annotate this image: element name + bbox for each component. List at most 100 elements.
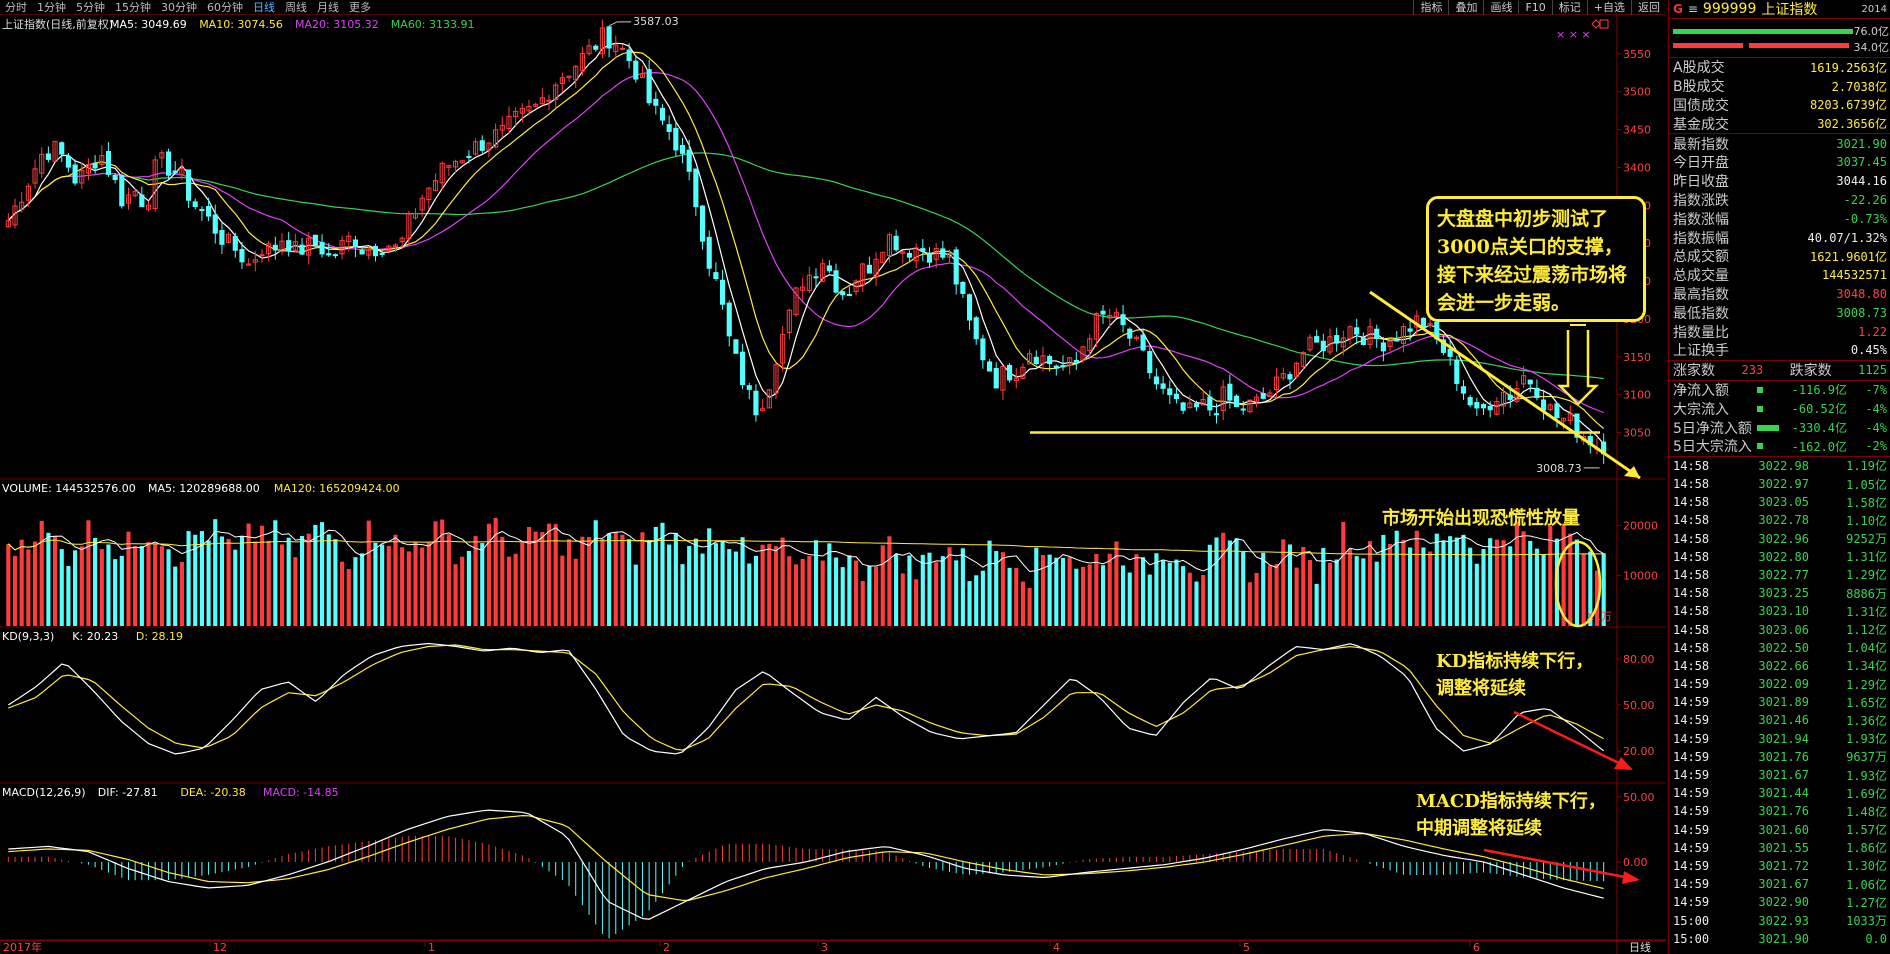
candle-body bbox=[1314, 336, 1320, 343]
period-tab[interactable]: 分时 bbox=[5, 1, 27, 14]
tick-time: 14:58 bbox=[1673, 586, 1710, 601]
diamond-icon bbox=[1591, 19, 1601, 29]
macd-note-line: MACD指标持续下行， bbox=[1416, 791, 1606, 812]
volume-bar bbox=[1494, 539, 1499, 626]
volume-ma120-line bbox=[7, 539, 1604, 556]
candle-body bbox=[172, 170, 178, 174]
period-tab[interactable]: 月线 bbox=[317, 1, 339, 14]
g-icon[interactable]: G bbox=[1673, 2, 1683, 16]
turnover-row-value: 2.7038亿 bbox=[1831, 79, 1887, 94]
volume-bar bbox=[1361, 558, 1366, 626]
tick-row: 14:58 3022.50 1.04亿 bbox=[1669, 639, 1890, 657]
callout-note: 大盘盘中初步测试了 3000点关口的支撑， 接下来经过震荡市场将 会进一步走弱。 bbox=[1426, 196, 1646, 322]
volume-bar bbox=[940, 556, 945, 626]
candle-body bbox=[926, 252, 933, 263]
candle-body bbox=[1067, 357, 1073, 366]
period-tab[interactable]: 1分钟 bbox=[37, 1, 66, 14]
candle-body bbox=[199, 209, 205, 212]
volume-bar bbox=[12, 555, 18, 626]
tick-row: 14:58 3023.06 1.12亿 bbox=[1669, 620, 1890, 638]
candle-body bbox=[132, 190, 138, 197]
volume-bar bbox=[1241, 551, 1246, 626]
candle-body bbox=[1087, 338, 1093, 351]
volume-bar bbox=[546, 523, 552, 626]
volume-bar bbox=[1408, 547, 1413, 626]
volume-bar bbox=[760, 544, 765, 626]
buy-bar-value: 76.0亿 bbox=[1853, 25, 1890, 38]
volume-bar bbox=[26, 549, 31, 626]
tick-time: 14:59 bbox=[1673, 786, 1710, 801]
volume-bar bbox=[653, 526, 658, 626]
toolbar-button[interactable]: F10 bbox=[1518, 0, 1551, 14]
volume-bar bbox=[406, 551, 411, 626]
tick-row: 14:58 3023.10 1.31亿 bbox=[1669, 602, 1890, 620]
candle-body bbox=[386, 245, 392, 252]
volume-bar bbox=[199, 531, 204, 626]
volume-bar bbox=[360, 553, 365, 626]
quote-row: 指数量比 1.22 bbox=[1669, 322, 1890, 341]
volume-bar bbox=[647, 540, 652, 626]
volume-bar bbox=[1561, 524, 1566, 626]
candle-body bbox=[1520, 375, 1527, 385]
tick-amount: 1.27亿 bbox=[1846, 895, 1887, 910]
volume-bar bbox=[1448, 536, 1453, 626]
tick-row: 14:59 3021.72 1.30亿 bbox=[1669, 857, 1890, 875]
quote-row-value: 0.45% bbox=[1850, 343, 1887, 358]
candle-body bbox=[226, 233, 232, 243]
candle-body bbox=[1574, 413, 1580, 438]
tick-time: 14:59 bbox=[1673, 822, 1710, 837]
volume-bar bbox=[747, 563, 752, 626]
volume-bar bbox=[1508, 546, 1513, 626]
volume-bar bbox=[1528, 540, 1533, 626]
period-tab[interactable]: 15分钟 bbox=[115, 1, 151, 14]
candle-body bbox=[1033, 356, 1039, 365]
volume-bar bbox=[560, 555, 565, 626]
period-tab[interactable]: 30分钟 bbox=[161, 1, 197, 14]
volume-bar bbox=[52, 536, 58, 626]
toolbar-button[interactable]: 指标 bbox=[1413, 0, 1448, 15]
tick-row: 15:00 3022.93 1033万 bbox=[1669, 911, 1890, 929]
candle-body bbox=[506, 115, 512, 129]
toolbar-button[interactable]: +自选 bbox=[1586, 0, 1631, 15]
tick-time: 14:58 bbox=[1673, 495, 1710, 510]
quote-row-label: 指数振幅 bbox=[1673, 230, 1729, 247]
candle-body bbox=[1080, 346, 1086, 361]
candle-body bbox=[1327, 336, 1333, 353]
flow-pct: -2% bbox=[1865, 439, 1887, 454]
flow-bar bbox=[1757, 386, 1763, 393]
toolbar-button[interactable]: 返回 bbox=[1631, 0, 1666, 15]
tick-price: 3022.90 bbox=[1758, 895, 1809, 910]
period-tab[interactable]: 5分钟 bbox=[76, 1, 105, 14]
tick-amount: 1.29亿 bbox=[1846, 568, 1887, 583]
candle-body bbox=[1047, 356, 1053, 365]
volume-bar bbox=[693, 538, 698, 626]
volume-bar bbox=[93, 537, 98, 626]
candle-body bbox=[312, 234, 318, 246]
volume-bar bbox=[373, 542, 378, 626]
candle-body bbox=[426, 187, 432, 201]
toolbar-button[interactable]: 画线 bbox=[1483, 0, 1518, 15]
period-tab[interactable]: 更多 bbox=[349, 1, 371, 14]
volume-bar bbox=[433, 521, 438, 626]
macd-label: MACD: -14.85 bbox=[263, 786, 339, 799]
volume-bar bbox=[1601, 553, 1606, 626]
volume-bar bbox=[920, 554, 925, 626]
menu-icon[interactable]: ≡ bbox=[1687, 2, 1698, 16]
volume-bar bbox=[206, 540, 211, 626]
volume-bar bbox=[1027, 587, 1032, 626]
candle-body bbox=[272, 244, 278, 251]
candle-body bbox=[1020, 366, 1026, 379]
volume-bar bbox=[967, 581, 972, 626]
toolbar-button[interactable]: 叠加 bbox=[1448, 0, 1483, 15]
volume-bar bbox=[1534, 548, 1539, 626]
period-tab[interactable]: 日线 bbox=[253, 1, 275, 14]
volume-bar bbox=[593, 520, 598, 626]
period-tab[interactable]: 周线 bbox=[285, 1, 307, 14]
kd-tick-label: 20.00 bbox=[1623, 745, 1655, 758]
candle-body bbox=[920, 248, 926, 252]
period-tab[interactable]: 60分钟 bbox=[207, 1, 243, 14]
volume-label: MA5: 120289688.00 bbox=[148, 482, 260, 495]
quote-row: 总成交额 1621.9601亿 bbox=[1669, 247, 1890, 266]
toolbar-button[interactable]: 标记 bbox=[1551, 0, 1587, 15]
tick-time: 14:58 bbox=[1673, 549, 1710, 564]
